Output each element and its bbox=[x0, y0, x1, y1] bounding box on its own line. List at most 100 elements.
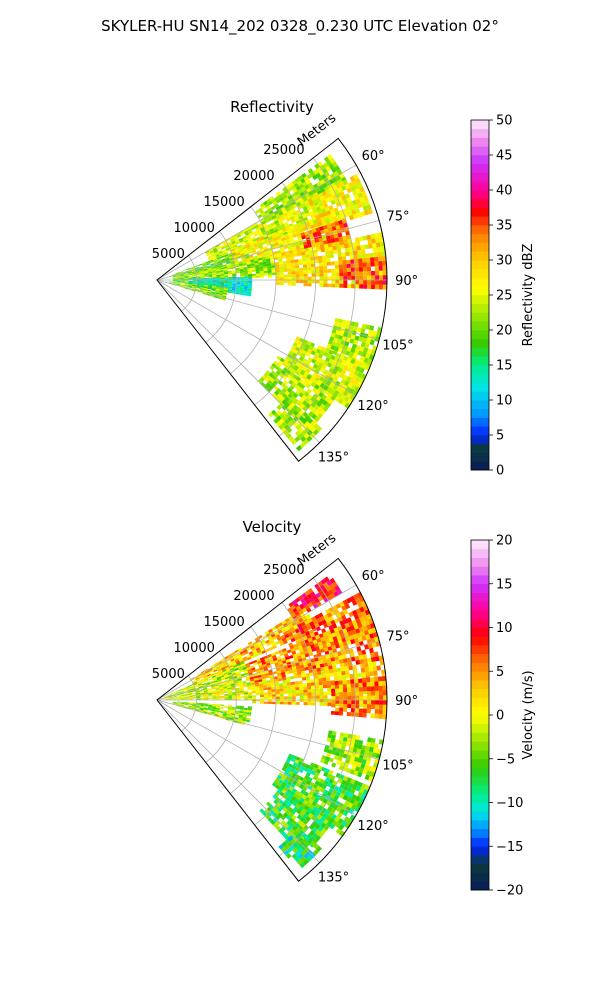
colorbar-segment bbox=[471, 724, 489, 733]
radar-gate bbox=[284, 702, 288, 705]
radar-gate bbox=[371, 691, 375, 696]
radar-gate bbox=[321, 670, 326, 674]
radar-gate bbox=[338, 675, 342, 679]
radar-gate bbox=[361, 672, 366, 677]
radar-gate bbox=[363, 280, 367, 284]
radar-gate bbox=[307, 683, 311, 687]
radar-gate bbox=[363, 704, 367, 709]
colorbar-segment bbox=[471, 365, 489, 374]
radar-gate bbox=[244, 694, 248, 696]
colorbar-segment bbox=[471, 435, 489, 444]
azimuth-spoke bbox=[157, 280, 379, 340]
colorbar-segment bbox=[471, 304, 489, 313]
radar-gate bbox=[320, 277, 324, 281]
radar-gate bbox=[379, 709, 383, 714]
radar-gate bbox=[271, 684, 275, 687]
radar-gate bbox=[264, 697, 268, 699]
radar-gate bbox=[189, 279, 193, 280]
radar-gate bbox=[365, 667, 370, 672]
radar-gate bbox=[220, 696, 224, 698]
radar-gate bbox=[279, 686, 283, 689]
radar-gate bbox=[308, 283, 312, 286]
radar-gate bbox=[344, 733, 349, 738]
radar-gate bbox=[292, 693, 296, 696]
azimuth-tick-label: 120° bbox=[357, 819, 388, 834]
radar-gate bbox=[366, 258, 370, 263]
radar-gate bbox=[276, 699, 280, 702]
radar-gate bbox=[276, 694, 280, 697]
radar-gate bbox=[220, 704, 224, 706]
colorbar-segment bbox=[471, 453, 489, 462]
radar-gate bbox=[383, 700, 387, 705]
radar-gate bbox=[296, 277, 300, 280]
radar-gate bbox=[383, 275, 387, 280]
radar-gate bbox=[364, 244, 369, 249]
radar-gate bbox=[322, 674, 326, 678]
colorbar-segment bbox=[471, 881, 489, 890]
radar-gate bbox=[236, 695, 240, 697]
radar-gate bbox=[355, 280, 359, 284]
radar-gate bbox=[323, 269, 327, 273]
radar-gate bbox=[300, 277, 304, 280]
radar-gate bbox=[339, 692, 343, 696]
radar-gate bbox=[374, 714, 378, 719]
radar-gate bbox=[371, 686, 375, 691]
colorbar-segment bbox=[471, 820, 489, 829]
colorbar-segment bbox=[471, 181, 489, 190]
radar-gate bbox=[312, 696, 316, 699]
radar-gate bbox=[252, 701, 256, 703]
colorbar-segment bbox=[471, 374, 489, 383]
radar-gate bbox=[260, 695, 264, 697]
radar-gate bbox=[232, 692, 236, 694]
radar-gate bbox=[342, 256, 346, 260]
radar-gate bbox=[205, 698, 209, 699]
radar-gate bbox=[197, 698, 201, 699]
colorbar-segment bbox=[471, 733, 489, 742]
radar-gate bbox=[335, 261, 339, 265]
radar-gate bbox=[217, 280, 221, 281]
radar-gate bbox=[312, 280, 316, 283]
radar-gate bbox=[355, 660, 360, 665]
radar-gate bbox=[328, 665, 333, 669]
radar-gate bbox=[345, 670, 350, 675]
colorbar-segment bbox=[471, 636, 489, 645]
radar-gate bbox=[276, 702, 280, 705]
radar-gate bbox=[283, 264, 287, 267]
radar-gate bbox=[368, 662, 373, 667]
radar-gate bbox=[279, 264, 283, 267]
radar-gate bbox=[315, 266, 319, 270]
radar-gate bbox=[260, 701, 264, 703]
radar-gate bbox=[232, 697, 236, 699]
radar-gate bbox=[308, 696, 312, 699]
radar-gate bbox=[338, 253, 342, 257]
radar-gate bbox=[303, 264, 307, 268]
radar-gate bbox=[327, 702, 331, 706]
colorbar-tick-label: 40 bbox=[496, 184, 513, 199]
radar-gate bbox=[315, 692, 319, 696]
colorbar-segment bbox=[471, 146, 489, 155]
radar-gate bbox=[358, 673, 362, 678]
colorbar-tick-label: 50 bbox=[496, 114, 513, 129]
radar-gate bbox=[292, 699, 296, 702]
radar-gate bbox=[371, 275, 375, 280]
colorbar-segment bbox=[471, 628, 489, 637]
colorbar-segment bbox=[471, 120, 489, 129]
radar-gate bbox=[209, 280, 213, 281]
radar-gate bbox=[290, 260, 294, 263]
radar-gate bbox=[288, 283, 292, 286]
radar-gate bbox=[220, 697, 224, 699]
radar-gate bbox=[337, 249, 342, 254]
radar-gate bbox=[331, 276, 335, 280]
radar-gate bbox=[377, 665, 382, 670]
radar-gate bbox=[351, 688, 355, 692]
radar-gate bbox=[362, 254, 366, 259]
azimuth-tick-label: 120° bbox=[357, 399, 388, 414]
radar-gate bbox=[280, 275, 284, 278]
colorbar-segment bbox=[471, 715, 489, 724]
radar-gate bbox=[308, 280, 312, 283]
radar-gate bbox=[326, 673, 331, 677]
radar-gate bbox=[224, 706, 228, 708]
radar-gate bbox=[312, 702, 316, 705]
radar-gate bbox=[201, 698, 205, 699]
